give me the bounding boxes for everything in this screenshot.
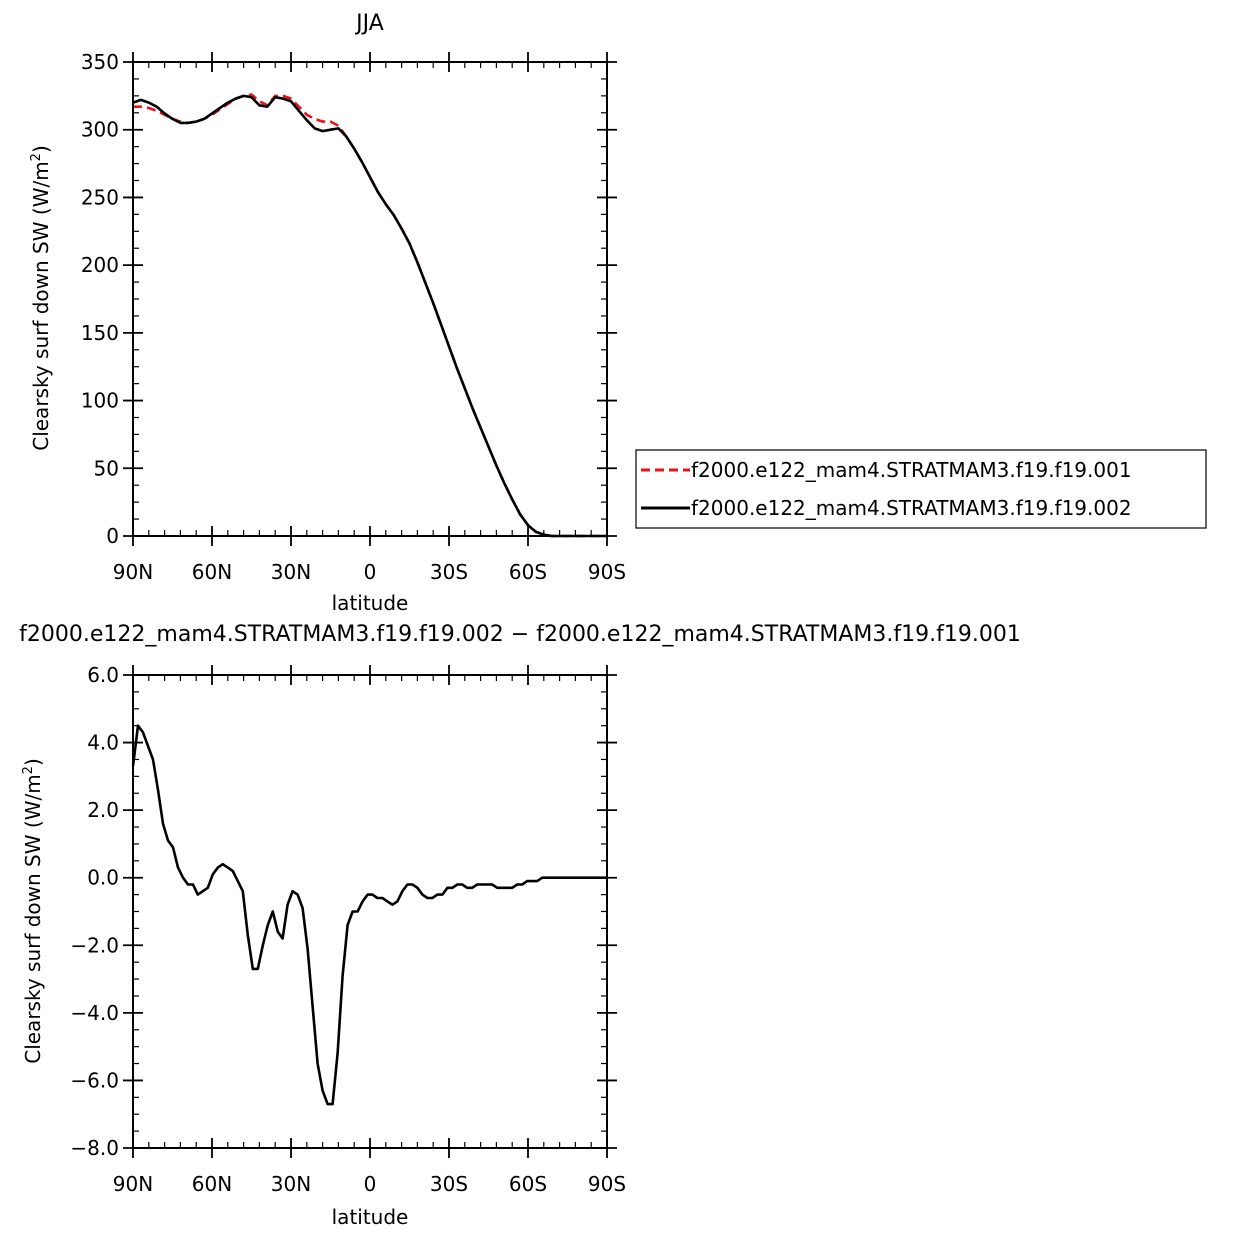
bottom-x-tick-label: 60N xyxy=(192,1172,232,1196)
top-x-tick-label: 30S xyxy=(430,560,468,584)
top-chart: JJA 90N 60N 30N 0 30S 60S 90S 0 50 100 150 200 250 30… xyxy=(29,11,1207,615)
bottom-y-tick-label: −8.0 xyxy=(70,1136,119,1160)
bottom-y-tick-label: −6.0 xyxy=(70,1068,119,1092)
top-x-tick-label: 0 xyxy=(364,560,377,584)
top-y-tick-label: 350 xyxy=(81,50,119,74)
top-y-tick-label: 0 xyxy=(106,524,119,548)
bottom-x-tick-label: 30N xyxy=(271,1172,311,1196)
bottom-y-tick-label: 4.0 xyxy=(87,731,119,755)
bottom-series-line-1 xyxy=(131,724,607,1106)
legend-box xyxy=(635,449,1207,529)
top-y-tick-label: 300 xyxy=(81,118,119,142)
bottom-chart-x-axis-title: latitude xyxy=(332,1205,409,1229)
top-x-tick-label: 90N xyxy=(113,560,153,584)
legend-label-002: f2000.e122_mam4.STRATMAM3.f19.f19.002 xyxy=(691,496,1132,520)
bottom-plot-frame xyxy=(132,674,608,1149)
bottom-y-tick-label: 6.0 xyxy=(87,663,119,687)
bottom-chart-y-axis-title-superscript: 2 xyxy=(21,766,36,774)
top-x-tick-label: 60S xyxy=(509,560,547,584)
top-y-tick-label: 200 xyxy=(81,253,119,277)
bottom-chart-y-axis-title-main: Clearsky surf down SW (W/m xyxy=(21,774,45,1063)
top-series-line-2 xyxy=(132,94,607,538)
top-chart-x-axis-title: latitude xyxy=(332,591,409,615)
top-chart-y-axis-title: Clearsky surf down SW (W/m2) xyxy=(29,145,53,451)
bottom-x-tick-label: 60S xyxy=(509,1172,547,1196)
top-x-tick-label: 60N xyxy=(192,560,232,584)
bottom-chart-title: f2000.e122_mam4.STRATMAM3.f19.f19.002 − … xyxy=(19,622,1021,647)
top-chart-title: JJA xyxy=(354,11,384,36)
top-x-tick-label: 30N xyxy=(271,560,311,584)
bottom-chart: f2000.e122_mam4.STRATMAM3.f19.f19.002 − … xyxy=(19,622,1021,1229)
top-chart-y-axis-title-tail: ) xyxy=(29,145,53,153)
top-y-tick-label: 50 xyxy=(94,456,119,480)
bottom-x-tick-label: 0 xyxy=(364,1172,377,1196)
bottom-x-tick-label: 90N xyxy=(113,1172,153,1196)
legend-label-001: f2000.e122_mam4.STRATMAM3.f19.f19.001 xyxy=(691,458,1132,482)
bottom-y-tick-label: −2.0 xyxy=(70,933,119,957)
bottom-y-tick-label: −4.0 xyxy=(70,1001,119,1025)
top-x-tick-label: 90S xyxy=(588,560,626,584)
bottom-chart-y-axis-title-tail: ) xyxy=(21,758,45,766)
top-chart-y-axis-title-main: Clearsky surf down SW (W/m xyxy=(29,161,53,450)
top-chart-plot-area: 90N 60N 30N 0 30S 60S 90S 0 50 100 150 200 250 300 350 xyxy=(81,50,626,584)
bottom-chart-plot-area: 90N 60N 30N 0 30S 60S 90S −8.0 −6.0 −4.0 −2.0 0.0 2.… xyxy=(70,663,626,1196)
bottom-x-tick-label: 30S xyxy=(430,1172,468,1196)
bottom-chart-y-axis-title: Clearsky surf down SW (W/m2) xyxy=(21,758,45,1064)
top-y-tick-label: 250 xyxy=(81,185,119,209)
bottom-y-tick-label: 0.0 xyxy=(87,866,119,890)
bottom-y-tick-label: 2.0 xyxy=(87,798,119,822)
top-y-tick-label: 100 xyxy=(81,389,119,413)
top-chart-legend: f2000.e122_mam4.STRATMAM3.f19.f19.001 f2… xyxy=(635,449,1207,529)
top-plot-frame xyxy=(132,61,608,537)
top-chart-y-axis-title-superscript: 2 xyxy=(29,153,44,161)
top-y-tick-label: 150 xyxy=(81,321,119,345)
bottom-x-tick-label: 90S xyxy=(588,1172,626,1196)
